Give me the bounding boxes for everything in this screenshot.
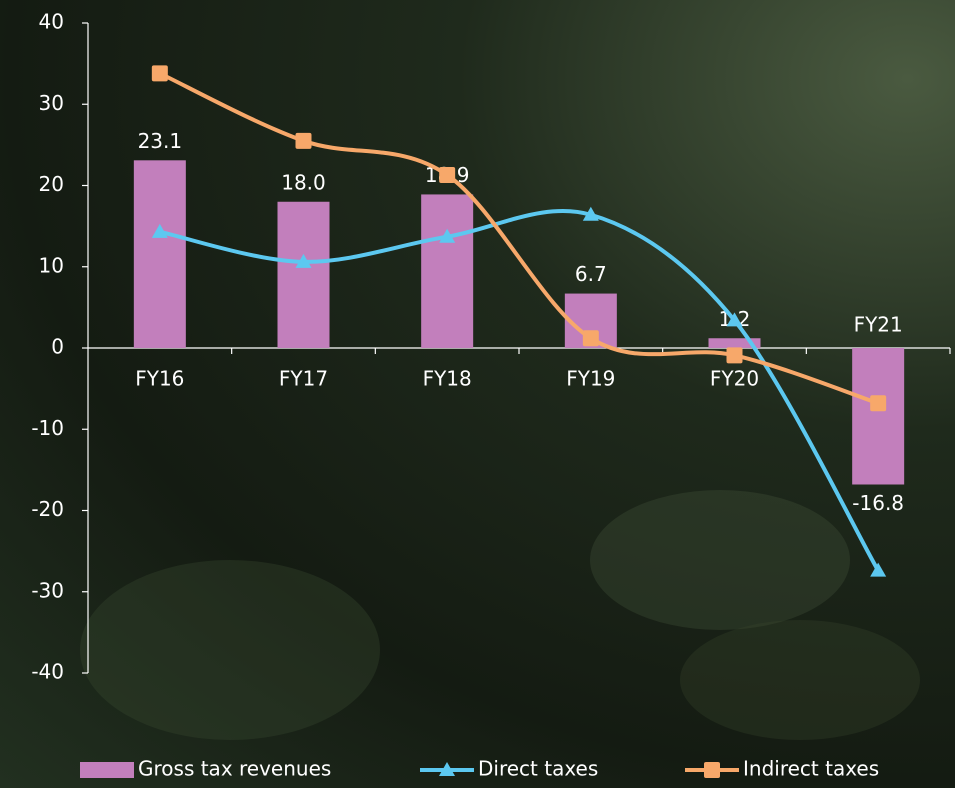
line-marker <box>151 223 168 238</box>
line-marker <box>726 312 743 327</box>
legend-swatch <box>80 762 134 778</box>
bar-value-label: 23.1 <box>138 129 183 153</box>
y-tick-label: 20 <box>39 172 64 196</box>
legend-label: Gross tax revenues <box>138 757 331 781</box>
line-marker <box>295 132 312 149</box>
bar-value-label: 18.0 <box>281 170 326 194</box>
bar <box>133 160 186 348</box>
line-marker <box>870 562 887 577</box>
line <box>159 209 880 572</box>
line-marker <box>439 228 456 243</box>
y-tick-label: -30 <box>31 578 64 602</box>
line-marker <box>582 206 599 221</box>
y-tick-label: -40 <box>31 660 64 684</box>
legend-label: Direct taxes <box>478 757 598 781</box>
line-marker <box>439 166 456 183</box>
y-tick-label: 0 <box>51 335 64 359</box>
legend-label: Indirect taxes <box>743 757 879 781</box>
y-tick-label: 40 <box>39 10 64 34</box>
legend-marker <box>704 762 720 778</box>
x-tick-label: FY17 <box>279 367 328 391</box>
bar <box>852 348 905 485</box>
bar-value-label: 6.7 <box>575 262 607 286</box>
x-tick-label: FY16 <box>135 367 184 391</box>
bar <box>708 338 761 348</box>
y-tick-label: 10 <box>39 253 64 277</box>
line-marker <box>870 395 887 412</box>
bar <box>277 201 330 348</box>
line-marker <box>295 253 312 268</box>
y-tick-label: -10 <box>31 416 64 440</box>
x-tick-label: FY19 <box>566 367 615 391</box>
line-marker <box>582 330 599 347</box>
bar <box>421 194 474 348</box>
y-tick-label: 30 <box>39 91 64 115</box>
x-tick-label: FY18 <box>423 367 472 391</box>
x-tick-label: FY20 <box>710 367 759 391</box>
y-tick-label: -20 <box>31 497 64 521</box>
background-leaf <box>80 560 380 740</box>
line <box>158 71 879 406</box>
background-leaf <box>680 620 920 740</box>
line-marker <box>726 347 743 364</box>
background-leaf <box>590 490 850 630</box>
x-tick-label: FY21 <box>854 313 903 337</box>
line-marker <box>151 65 168 82</box>
bar-value-label: -16.8 <box>852 491 904 515</box>
legend-marker <box>439 762 455 776</box>
